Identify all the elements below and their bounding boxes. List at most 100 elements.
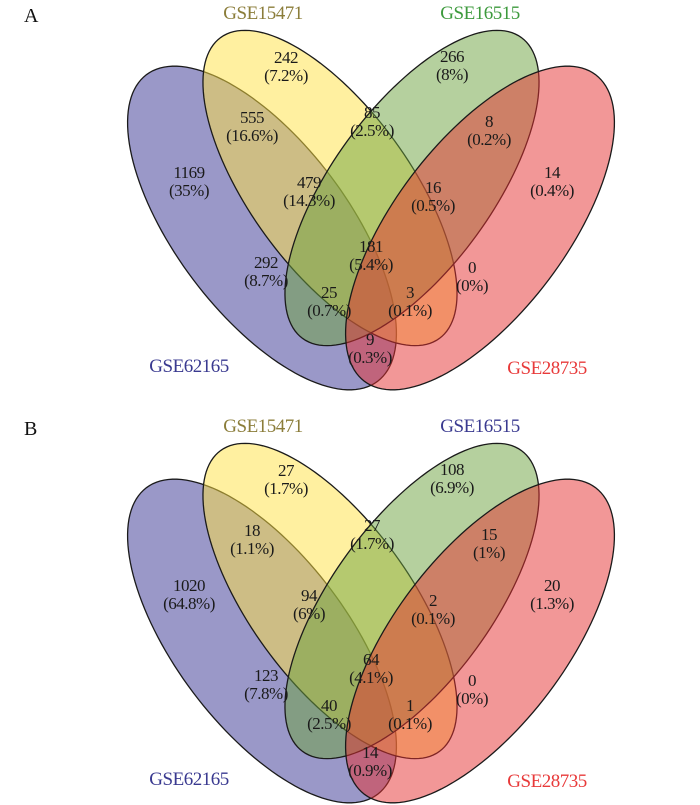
region-gse62165-only: 1169(35%) xyxy=(169,163,209,200)
region-count: 94 xyxy=(301,586,318,605)
region-count: 555 xyxy=(240,108,264,127)
region-count: 479 xyxy=(297,173,321,192)
region-all-four: 181(5.4%) xyxy=(349,237,393,274)
region-gse16515-only: 266(8%) xyxy=(436,47,468,84)
venn-panel-a: A GSE62165 GSE15471 GSE16515 GSE28735 242(7.2… xyxy=(24,3,616,391)
region-count: 8 xyxy=(485,112,493,131)
set-label-gse15471: GSE15471 xyxy=(223,3,302,24)
region-percent: (1.1%) xyxy=(230,539,274,558)
region-gse16515-gse28735: 15(1%) xyxy=(473,525,505,562)
region-count: 27 xyxy=(278,461,295,480)
region-percent: (0%) xyxy=(456,276,488,295)
set-label-gse28735: GSE28735 xyxy=(507,358,586,379)
region-count: 242 xyxy=(274,48,298,67)
region-gse16515-only: 108(6.9%) xyxy=(430,460,474,497)
region-count: 123 xyxy=(254,666,278,685)
region-gse15471-only: 27(1.7%) xyxy=(264,461,308,498)
region-count: 64 xyxy=(363,650,380,669)
region-gse62165-gse15471-gse28735: 1(0.1%) xyxy=(388,696,432,733)
region-count: 25 xyxy=(321,283,337,302)
region-percent: (0.2%) xyxy=(467,130,511,149)
region-percent: (4.1%) xyxy=(349,668,393,687)
region-count: 40 xyxy=(321,696,337,715)
region-percent: (0.4%) xyxy=(530,181,574,200)
region-percent: (1.3%) xyxy=(530,594,574,613)
region-percent: (0.9%) xyxy=(348,761,392,780)
region-gse62165-gse15471: 555(16.6%) xyxy=(226,108,278,145)
region-percent: (14.3%) xyxy=(283,191,335,210)
region-count: 0 xyxy=(468,671,476,690)
region-percent: (0.3%) xyxy=(348,348,392,367)
region-count: 85 xyxy=(364,103,380,122)
region-percent: (1.7%) xyxy=(350,534,394,553)
region-count: 18 xyxy=(244,521,260,540)
set-label-gse28735: GSE28735 xyxy=(507,771,586,792)
region-percent: (6.9%) xyxy=(430,478,474,497)
region-percent: (0.1%) xyxy=(388,714,432,733)
region-percent: (0.1%) xyxy=(388,301,432,320)
set-ellipse-gse28735 xyxy=(344,478,616,804)
set-label-gse62165: GSE62165 xyxy=(149,356,228,377)
region-gse62165-gse28735: 9(0.3%) xyxy=(348,330,392,367)
region-percent: (1%) xyxy=(473,543,505,562)
region-count: 15 xyxy=(481,525,497,544)
region-percent: (7.8%) xyxy=(244,684,288,703)
region-gse28735-only: 14(0.4%) xyxy=(530,163,574,200)
region-percent: (0.5%) xyxy=(411,196,455,215)
set-ellipse-gse28735 xyxy=(344,65,616,391)
region-count: 16 xyxy=(425,178,441,197)
region-percent: (8.7%) xyxy=(244,271,288,290)
region-percent: (16.6%) xyxy=(226,126,278,145)
region-count: 1020 xyxy=(173,576,205,595)
region-gse28735-only: 20(1.3%) xyxy=(530,576,574,613)
region-percent: (64.8%) xyxy=(163,594,215,613)
region-percent: (2.5%) xyxy=(350,121,394,140)
region-gse15471-gse28735: 0(0%) xyxy=(456,671,488,708)
region-percent: (0.7%) xyxy=(307,301,351,320)
region-count: 108 xyxy=(440,460,464,479)
region-gse15471-gse28735: 0(0%) xyxy=(456,258,488,295)
region-percent: (35%) xyxy=(169,181,209,200)
region-percent: (2.5%) xyxy=(307,714,351,733)
region-gse62165-only: 1020(64.8%) xyxy=(163,576,215,613)
region-count: 2 xyxy=(429,591,437,610)
region-gse62165-gse16515: 123(7.8%) xyxy=(244,666,288,703)
region-gse15471-only: 242(7.2%) xyxy=(264,48,308,85)
region-gse62165-gse28735: 14(0.9%) xyxy=(348,743,392,780)
region-count: 27 xyxy=(364,516,381,535)
region-gse62165-gse16515: 292(8.7%) xyxy=(244,253,288,290)
region-gse15471-gse16515-gse28735: 16(0.5%) xyxy=(411,178,455,215)
panel-letter: A xyxy=(24,5,39,27)
region-percent: (6%) xyxy=(293,604,325,623)
region-count: 0 xyxy=(468,258,476,277)
region-gse62165-gse15471-gse16515: 479(14.3%) xyxy=(283,173,335,210)
region-gse62165-gse15471-gse28735: 3(0.1%) xyxy=(388,283,432,320)
region-gse62165-gse16515-gse28735: 40(2.5%) xyxy=(307,696,351,733)
region-percent: (7.2%) xyxy=(264,66,308,85)
region-count: 266 xyxy=(440,47,464,66)
region-percent: (8%) xyxy=(436,65,468,84)
region-gse15471-gse16515: 85(2.5%) xyxy=(350,103,394,140)
region-count: 20 xyxy=(544,576,560,595)
region-gse62165-gse16515-gse28735: 25(0.7%) xyxy=(307,283,351,320)
region-count: 9 xyxy=(366,330,374,349)
set-label-gse16515: GSE16515 xyxy=(440,3,519,24)
panel-letter: B xyxy=(24,418,37,440)
region-count: 14 xyxy=(544,163,561,182)
region-count: 181 xyxy=(359,237,383,256)
region-gse16515-gse28735: 8(0.2%) xyxy=(467,112,511,149)
region-percent: (5.4%) xyxy=(349,255,393,274)
set-label-gse16515: GSE16515 xyxy=(440,416,519,437)
region-count: 292 xyxy=(254,253,278,272)
region-gse15471-gse16515-gse28735: 2(0.1%) xyxy=(411,591,455,628)
set-label-gse62165: GSE62165 xyxy=(149,769,228,790)
region-count: 1169 xyxy=(173,163,204,182)
region-percent: (0%) xyxy=(456,689,488,708)
region-gse15471-gse16515: 27(1.7%) xyxy=(350,516,394,553)
region-percent: (0.1%) xyxy=(411,609,455,628)
region-gse62165-gse15471-gse16515: 94(6%) xyxy=(293,586,325,623)
region-count: 1 xyxy=(406,696,414,715)
region-percent: (1.7%) xyxy=(264,479,308,498)
